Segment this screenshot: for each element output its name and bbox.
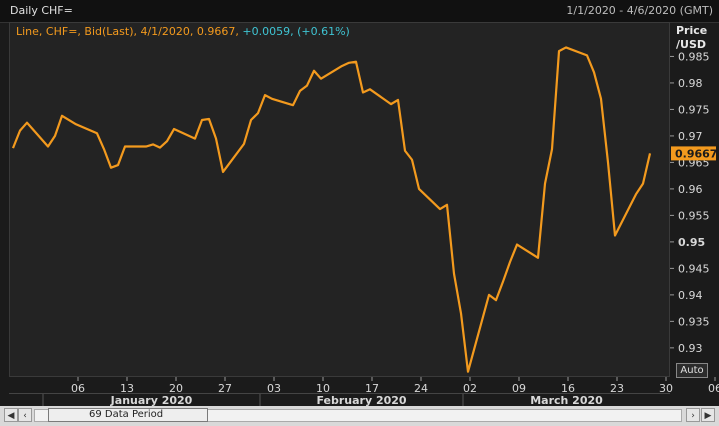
plot-area[interactable] <box>9 22 670 377</box>
x-tick-label: 10 <box>316 382 330 395</box>
triangle-left-icon: ◀ <box>7 411 15 421</box>
y-tick-label: 0.935 <box>678 315 710 328</box>
period-label: 69 Data Period <box>89 409 164 420</box>
y-tick-label: 0.93 <box>678 342 703 355</box>
series-line-chf <box>11 46 652 373</box>
price-axis-unit: Price /USD <box>676 24 707 52</box>
last-value-badge <box>671 146 716 161</box>
month-axis <box>9 393 670 407</box>
y-tick-label: 0.94 <box>678 289 703 302</box>
legend: Line, CHF=, Bid(Last), 4/1/2020, 0.9667,… <box>16 25 350 38</box>
x-tick-label: 24 <box>414 382 428 395</box>
scroll-left-button[interactable]: ◀ <box>4 408 18 422</box>
legend-change-text: +0.0059, (+0.61%) <box>242 25 350 38</box>
y-tick-label: 0.985 <box>678 50 710 63</box>
auto-scale-button[interactable]: Auto <box>676 363 708 378</box>
legend-series-text: Line, CHF=, Bid(Last), 4/1/2020, 0.9667, <box>16 25 239 38</box>
x-tick-label: 02 <box>463 382 477 395</box>
price-currency-label: /USD <box>676 38 707 51</box>
scroll-right-button[interactable]: ▶ <box>701 408 715 422</box>
chart-title: Daily CHF= <box>10 4 73 17</box>
x-tick-label: 06 <box>708 382 719 395</box>
x-tick-label: 06 <box>71 382 85 395</box>
price-label: Price <box>676 24 708 37</box>
x-tick-label: 23 <box>610 382 624 395</box>
chevron-right-icon: › <box>691 411 695 421</box>
last-value-label: 0.9667 <box>675 147 717 160</box>
y-tick-label: 0.96 <box>678 183 703 196</box>
date-range: 1/1/2020 - 4/6/2020 (GMT) <box>566 4 713 17</box>
triangle-right-icon: ▶ <box>704 411 712 421</box>
y-tick-label: 0.95 <box>678 236 705 249</box>
x-tick-label: 16 <box>561 382 575 395</box>
x-tick-label: 09 <box>512 382 526 395</box>
month-label: March 2020 <box>530 394 603 407</box>
x-tick-label: 27 <box>218 382 232 395</box>
y-tick-label: 0.955 <box>678 209 710 222</box>
scroll-left-step-button[interactable]: ‹ <box>18 408 32 422</box>
x-tick-label: 13 <box>120 382 134 395</box>
chevron-left-icon: ‹ <box>23 411 27 421</box>
month-label: February 2020 <box>316 394 406 407</box>
x-tick-label: 30 <box>659 382 673 395</box>
time-scrollbar[interactable]: ◀ ‹ 69 Data Period › ▶ <box>0 406 719 426</box>
x-tick-label: 20 <box>169 382 183 395</box>
y-tick-label: 0.945 <box>678 262 710 275</box>
month-label: January 2020 <box>110 394 193 407</box>
y-tick-label: 0.97 <box>678 130 703 143</box>
y-tick-label: 0.975 <box>678 103 710 116</box>
y-tick-label: 0.98 <box>678 77 703 90</box>
x-tick-label: 03 <box>267 382 281 395</box>
scroll-right-step-button[interactable]: › <box>686 408 700 422</box>
scroll-thumb[interactable]: 69 Data Period <box>48 408 208 422</box>
x-tick-label: 17 <box>365 382 379 395</box>
